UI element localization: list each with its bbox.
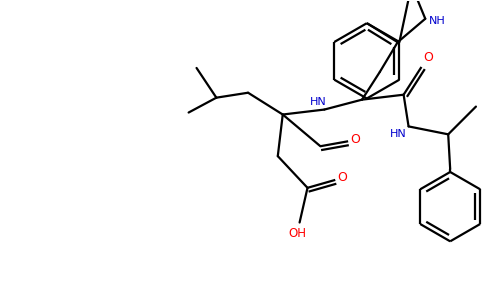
- Text: O: O: [424, 51, 433, 64]
- Text: O: O: [350, 133, 360, 146]
- Text: OH: OH: [288, 227, 306, 241]
- Text: NH: NH: [429, 16, 446, 26]
- Text: HN: HN: [310, 97, 326, 106]
- Text: O: O: [337, 171, 347, 184]
- Text: HN: HN: [390, 129, 407, 140]
